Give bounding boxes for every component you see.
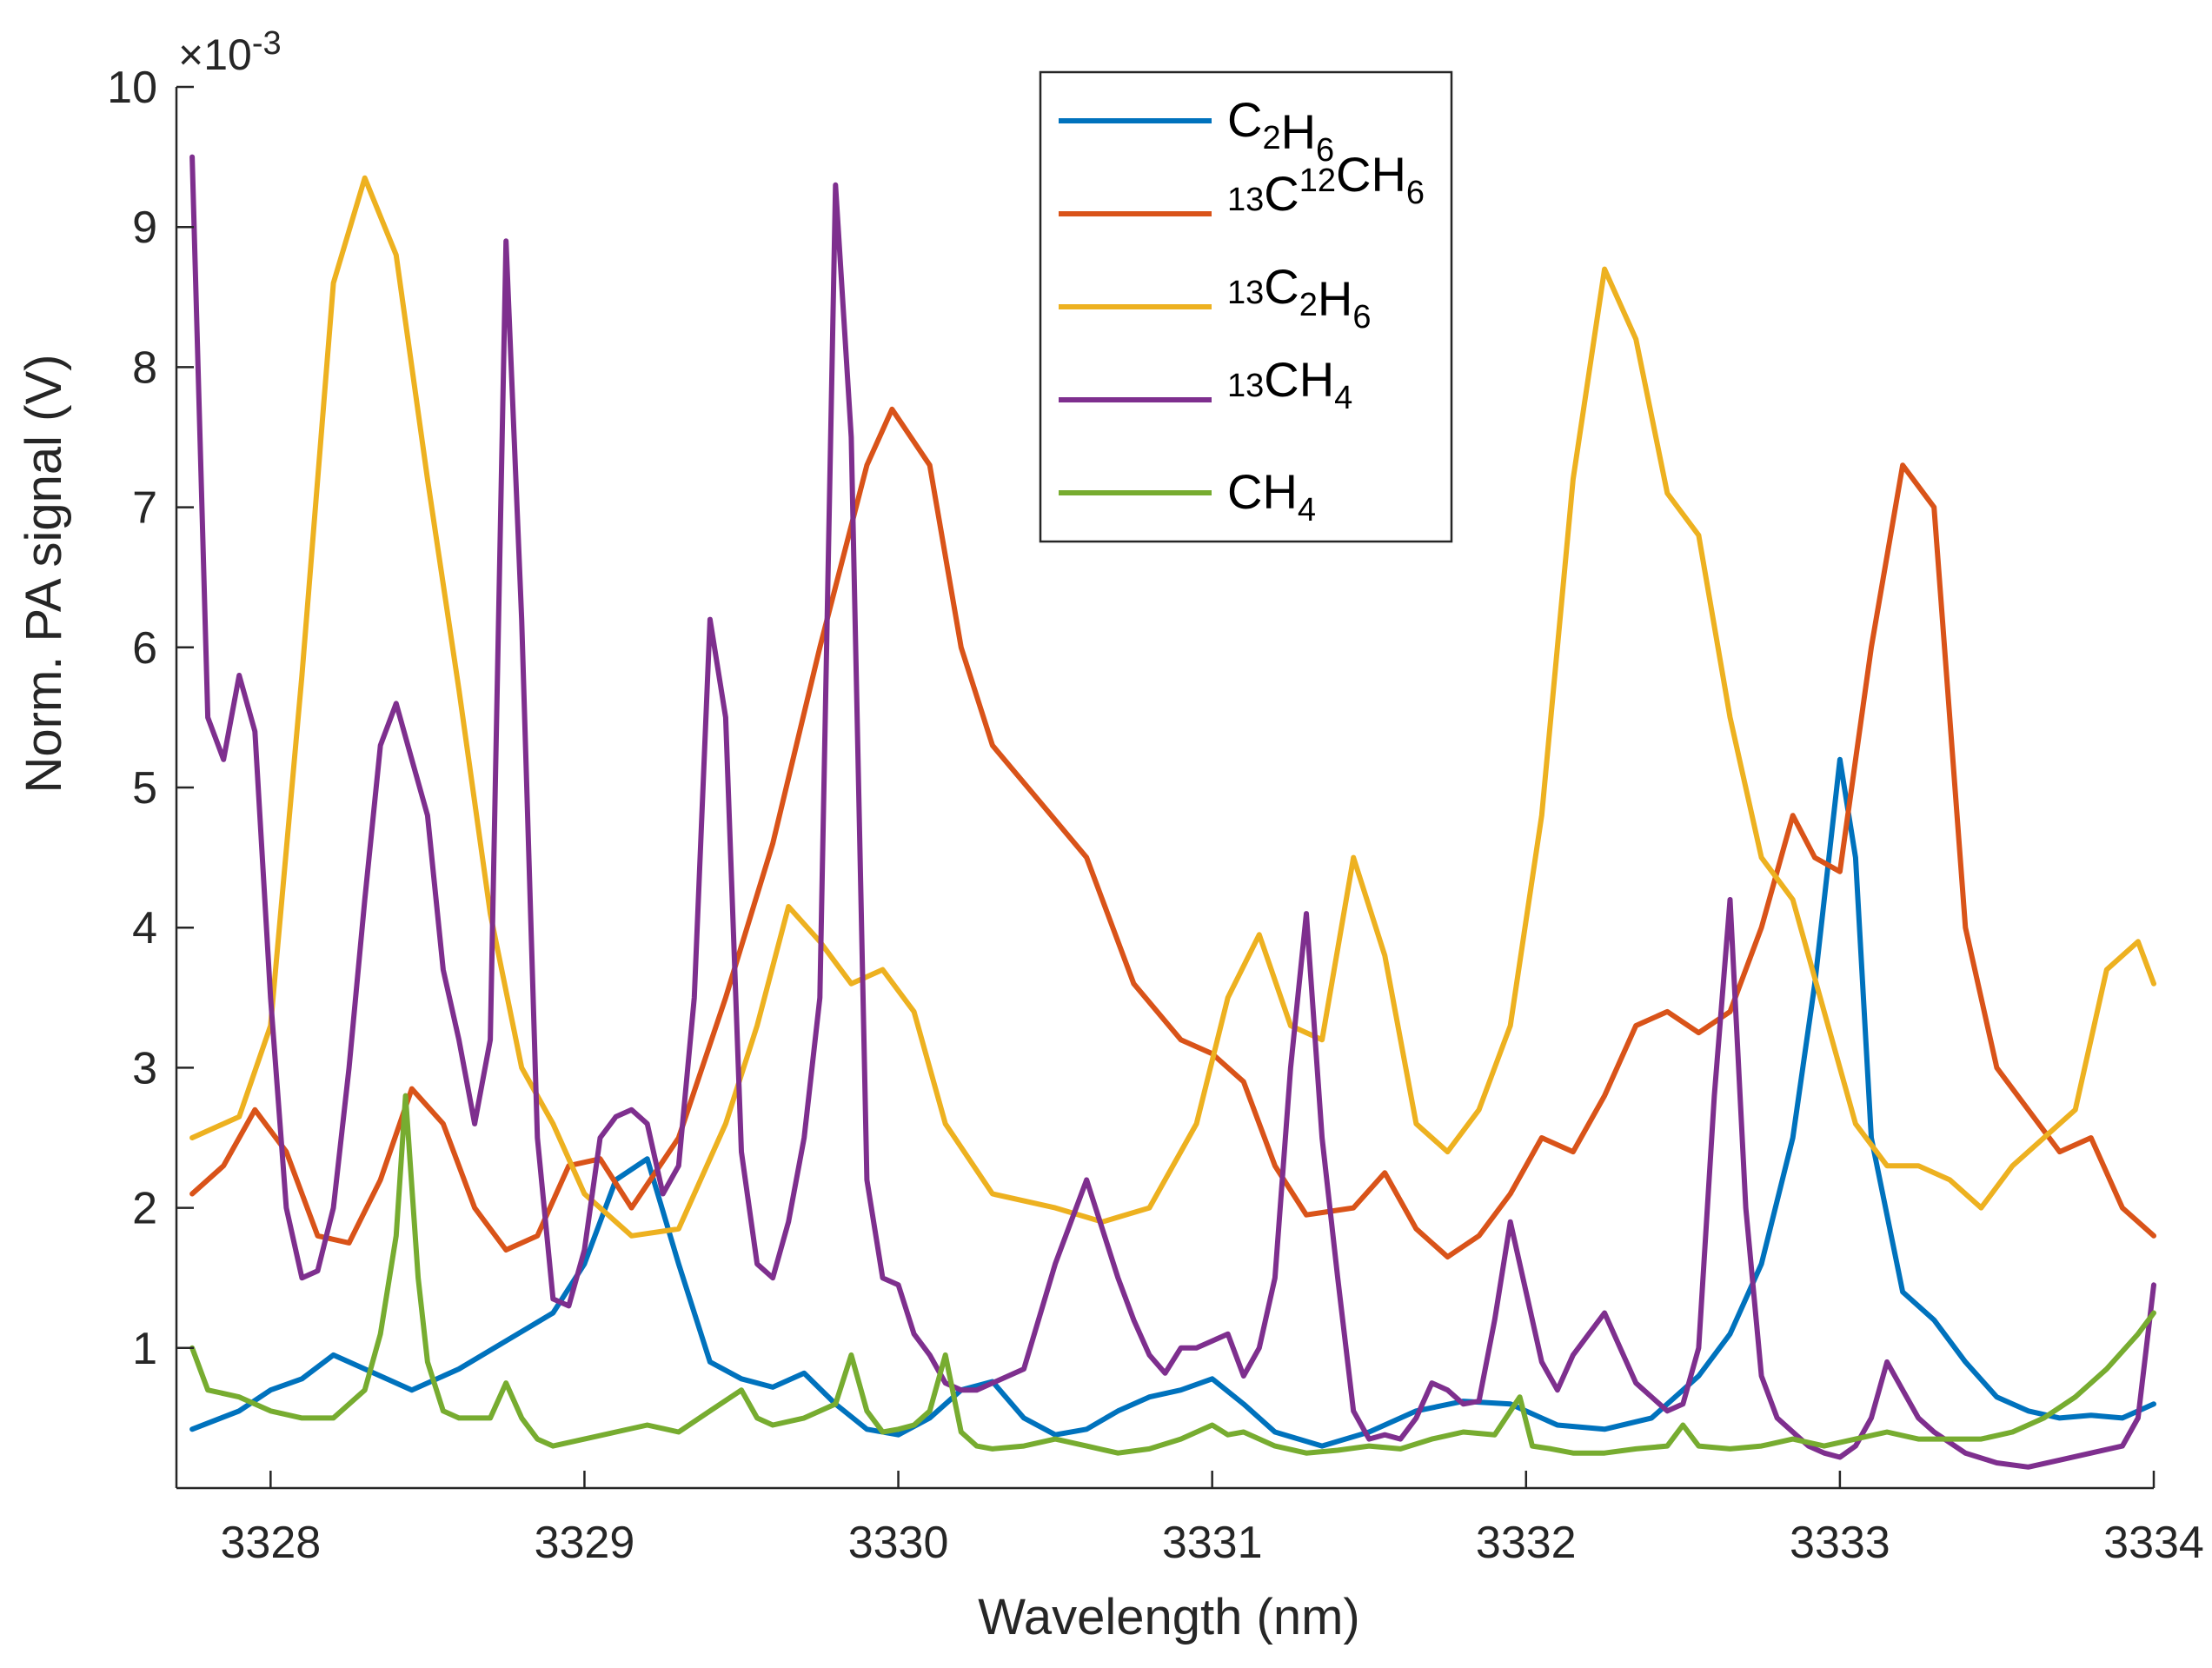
legend-entry-part: C — [1227, 92, 1262, 147]
legend-entry-label: CH4 — [1227, 464, 1316, 528]
x-tick-label: 3334 — [2103, 1518, 2204, 1568]
legend-entry-part: 6 — [1406, 175, 1425, 211]
series-layer — [189, 154, 2156, 1470]
y-tick-label: 9 — [132, 203, 157, 253]
legend-entry-part: 13 — [1227, 275, 1264, 311]
legend-entry-part: 13 — [1227, 368, 1264, 404]
legend-entry-part: 6 — [1316, 132, 1334, 169]
legend-entry-part: CH — [1336, 147, 1406, 202]
legend-entry-label: C2H6 — [1227, 92, 1334, 169]
series-line-13c2h6 — [189, 175, 2156, 1239]
legend-entry-part: 6 — [1352, 299, 1371, 336]
legend-entry-part: H — [1318, 271, 1352, 326]
x-axis-label: Wavelength (nm) — [978, 1589, 1359, 1645]
legend-entry-part: H — [1281, 104, 1316, 159]
legend-entry-part: CH — [1264, 352, 1334, 407]
y-scale-base: ×10 — [178, 30, 252, 79]
y-tick-label: 10 — [107, 63, 157, 113]
series-line-c2h6 — [189, 756, 2156, 1449]
x-tick-label: 3330 — [848, 1518, 949, 1568]
legend-entry-part: 12 — [1299, 163, 1336, 199]
series-line-13ch4 — [189, 154, 2156, 1470]
legend-entry-part: 2 — [1299, 287, 1318, 323]
series-line-ch4 — [189, 1093, 2156, 1456]
legend-entry-part: C — [1264, 259, 1299, 314]
y-tick-label: 1 — [132, 1324, 157, 1374]
legend-entry-label: 13C12CH6 — [1227, 147, 1425, 221]
y-tick-label: 5 — [132, 763, 157, 814]
legend-entry-part: 2 — [1262, 120, 1280, 156]
legend-entry-part: 4 — [1334, 380, 1352, 416]
x-tick-label: 3333 — [1790, 1518, 1890, 1568]
x-tick-label: 3328 — [220, 1518, 321, 1568]
y-tick-label: 8 — [132, 342, 157, 393]
legend-entry-label: 13C2H6 — [1227, 259, 1371, 336]
series-line-13c12ch6 — [189, 406, 2156, 1259]
legend-entry-label: 13CH4 — [1227, 352, 1352, 416]
y-scale-exponent: ×10-3 — [178, 25, 282, 79]
x-tick-label: 3331 — [1162, 1518, 1263, 1568]
y-tick-label: 3 — [132, 1043, 157, 1093]
legend-entry-part: C — [1264, 166, 1299, 221]
y-tick-label: 6 — [132, 623, 157, 674]
legend-entry-part: 4 — [1298, 492, 1316, 528]
x-tick-label: 3332 — [1476, 1518, 1577, 1568]
legend-entry-part: 13 — [1227, 182, 1264, 218]
y-tick-label: 2 — [132, 1184, 157, 1234]
legend-entry-part: CH — [1227, 464, 1298, 519]
y-scale-power: -3 — [252, 25, 282, 62]
x-tick-label: 3329 — [535, 1518, 635, 1568]
y-tick-label: 7 — [132, 483, 157, 534]
y-tick-label: 4 — [132, 903, 157, 954]
y-axis-label: Norm. PA signal (V) — [16, 355, 72, 794]
